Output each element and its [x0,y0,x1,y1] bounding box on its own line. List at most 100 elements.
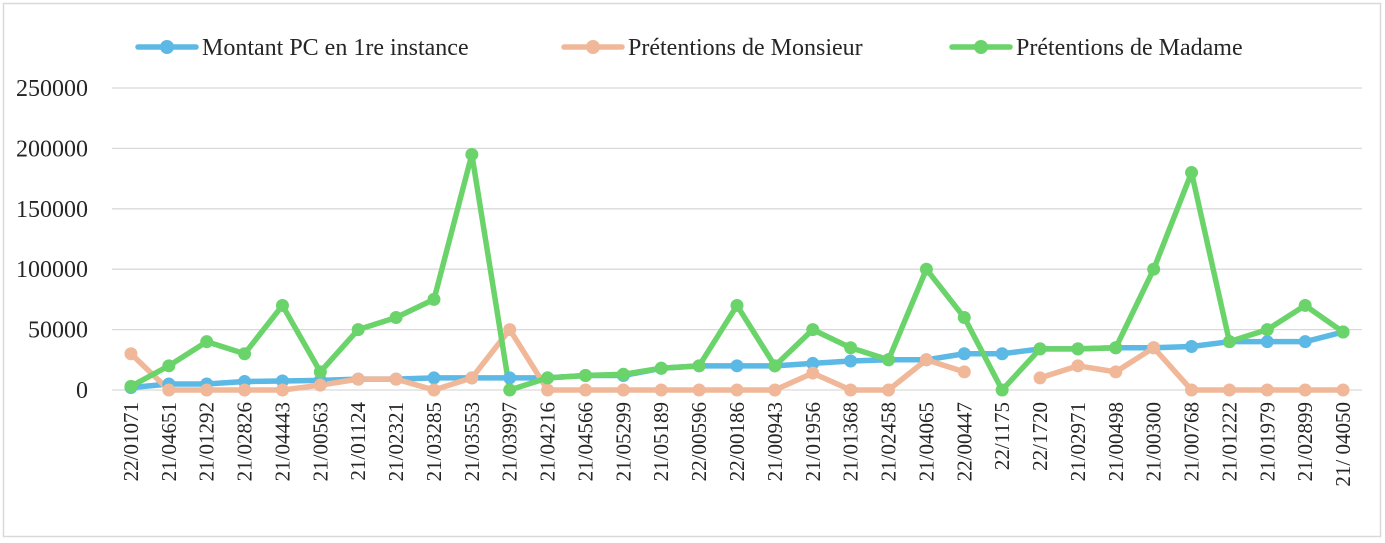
data-point-series-3 [692,359,706,373]
data-point-series-3 [844,341,858,355]
x-tick-label: 21/04566 [573,402,597,481]
x-tick-label: 21/05299 [611,402,635,481]
data-point-series-3 [541,371,555,385]
data-point-series-2 [200,383,214,397]
legend-label-2: Prétentions de Monsieur [628,35,863,61]
data-point-series-2 [1185,383,1199,397]
data-point-series-3 [503,383,517,397]
data-point-series-2 [957,365,971,379]
data-point-series-2 [844,383,858,397]
data-point-series-2 [124,347,138,361]
data-point-series-2 [389,372,403,386]
x-tick-label: 21/02458 [877,402,901,481]
data-point-series-2 [806,366,820,380]
x-tick-label: 21/02321 [384,402,408,481]
data-point-series-3 [806,323,820,337]
data-point-series-2 [616,383,630,397]
x-tick-label: 21/00943 [763,402,787,481]
data-point-series-3 [1336,325,1350,339]
data-point-series-2 [1222,383,1236,397]
data-point-series-2 [578,383,592,397]
y-tick-label: 150000 [16,197,88,223]
data-point-series-3 [124,379,138,393]
x-tick-label: 21/00563 [308,402,332,481]
x-tick-label: 22/01071 [119,402,143,481]
data-point-series-3 [1033,342,1047,356]
x-tick-label: 21/03553 [460,402,484,481]
x-tick-label: 21/05189 [649,402,673,481]
data-point-series-3 [1260,323,1274,337]
data-point-series-2 [1147,341,1161,355]
data-point-series-3 [275,298,289,312]
y-tick-label: 250000 [16,76,88,102]
x-tick-label: 21/01292 [195,402,219,481]
data-point-series-3 [882,353,896,367]
x-tick-label: 21/00300 [1142,402,1166,481]
data-point-series-3 [162,359,176,373]
data-point-series-1 [995,347,1009,361]
y-tick-label: 100000 [16,257,88,283]
data-point-series-1 [1298,335,1312,349]
x-tick-label: 21/01368 [839,402,863,481]
x-tick-label: 22/00596 [687,402,711,481]
data-point-series-1 [957,347,971,361]
data-point-series-3 [313,365,327,379]
legend-label-1: Montant PC en 1re instance [202,35,469,61]
data-point-series-2 [882,383,896,397]
data-point-series-3 [1185,166,1199,180]
data-point-series-2 [313,378,327,392]
data-point-series-2 [162,383,176,397]
data-point-series-2 [654,383,668,397]
x-tick-label: 21/04651 [157,402,181,481]
data-point-series-3 [1109,341,1123,355]
data-point-series-2 [503,323,517,337]
y-tick-label: 50000 [28,318,88,344]
x-tick-label: 22/1720 [1028,402,1052,471]
data-point-series-2 [427,383,441,397]
x-tick-label: 21/02826 [233,402,257,481]
data-point-series-3 [1147,262,1161,276]
y-axis-ticks: 0 50000 100000 150000 200000 250000 [16,76,88,404]
data-point-series-3 [389,311,403,325]
x-tick-label: 21/02971 [1066,402,1090,481]
x-axis-ticks: 22/01071 21/04651 21/01292 21/02826 21/04443… [119,402,1355,487]
data-point-series-3 [995,383,1009,397]
data-point-series-3 [1298,298,1312,312]
x-tick-label: 21/01124 [346,402,370,481]
data-point-series-3 [427,292,441,306]
data-point-series-2 [1071,359,1085,373]
data-point-series-1 [806,356,820,370]
data-point-series-2 [768,383,782,397]
data-point-series-3 [465,147,479,161]
data-point-series-1 [427,371,441,385]
data-point-series-3 [1071,342,1085,356]
data-point-series-3 [616,367,630,381]
x-tick-label: 21/01979 [1255,402,1279,481]
data-point-series-2 [351,372,365,386]
x-tick-label: 21/04443 [270,402,294,481]
x-tick-label: 21/00498 [1104,402,1128,481]
data-point-series-3 [200,335,214,349]
x-tick-label: 22/00186 [725,402,749,481]
legend-marker-3 [974,40,988,54]
x-tick-label: 22/00447 [952,402,976,481]
x-tick-label: 22/1175 [990,402,1014,470]
data-point-series-1 [730,359,744,373]
legend-marker-1 [160,40,174,54]
data-point-series-1 [1185,340,1199,354]
legend-label-3: Prétentions de Madame [1016,35,1243,61]
x-tick-label: 21/01956 [801,402,825,481]
x-tick-label: 21/04216 [536,402,560,481]
data-point-series-3 [578,369,592,383]
data-point-series-3 [654,361,668,375]
x-tick-label: 21/02899 [1293,402,1317,481]
x-tick-label: 21/01222 [1217,402,1241,481]
series-markers [124,147,1350,397]
data-point-series-1 [844,354,858,368]
data-point-series-2 [1033,371,1047,385]
data-point-series-2 [730,383,744,397]
data-point-series-3 [730,298,744,312]
data-point-series-1 [503,371,517,385]
data-point-series-2 [1260,383,1274,397]
